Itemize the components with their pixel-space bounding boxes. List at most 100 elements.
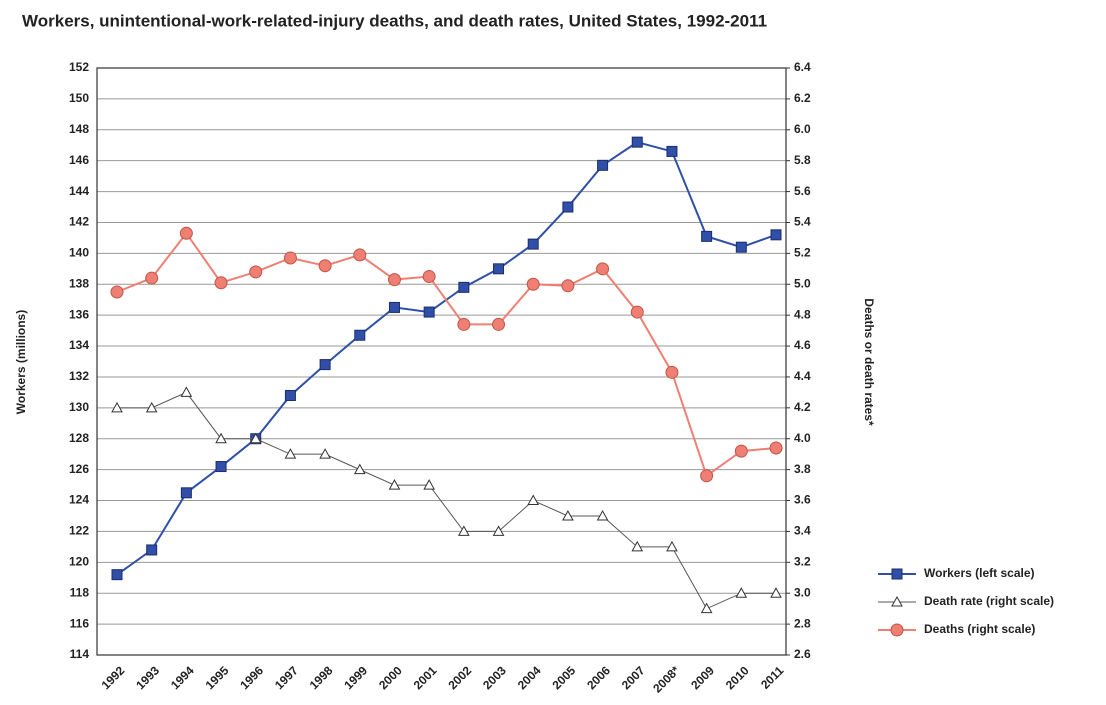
x-tick-label: 2010 [723, 663, 752, 692]
x-tick-label: 2005 [549, 663, 578, 692]
legend-label: Death rate (right scale) [924, 594, 1054, 608]
point [249, 265, 263, 279]
point [700, 469, 714, 483]
point [562, 201, 574, 213]
y-tick-label: 150 [69, 91, 89, 105]
y2-tick-label: 5.8 [794, 153, 811, 167]
legend-marker [891, 568, 903, 580]
point [666, 540, 678, 552]
legend-marker [890, 623, 904, 637]
point [596, 509, 609, 521]
point [423, 479, 436, 490]
x-tick-label: 2003 [480, 663, 509, 692]
y-tick-label: 134 [69, 338, 89, 352]
point [214, 276, 228, 290]
chart-title: Workers, unintentional-work-related-inju… [22, 11, 767, 30]
point [387, 273, 401, 287]
point [318, 259, 332, 273]
y-axis-title: Workers (millions) [14, 310, 28, 414]
plot-frame [96, 67, 787, 656]
x-tick-label: 1997 [272, 663, 301, 692]
point [770, 229, 782, 241]
y-tick-label: 120 [69, 554, 89, 568]
point [111, 401, 123, 413]
x-tick-label: 2001 [411, 663, 440, 692]
point [734, 444, 748, 458]
y-tick-label: 126 [69, 462, 89, 476]
y-tick-label: 148 [69, 122, 89, 136]
y-tick-label: 116 [70, 616, 90, 630]
y-tick-label: 144 [69, 184, 89, 198]
point [492, 525, 505, 536]
point [561, 279, 575, 293]
point [700, 602, 713, 614]
y2-tick-label: 3.4 [794, 524, 811, 538]
y2-tick-label: 3.2 [794, 554, 811, 568]
point [493, 263, 505, 275]
point [319, 359, 331, 371]
series-line [116, 231, 777, 478]
point [388, 479, 401, 490]
x-tick-label: 2000 [376, 663, 405, 692]
x-tick-label: 1999 [341, 663, 370, 692]
point [562, 509, 574, 521]
point [284, 448, 297, 459]
point [422, 270, 436, 284]
point [630, 305, 644, 319]
point [283, 251, 297, 265]
y2-tick-label: 5.0 [794, 276, 811, 290]
point [735, 241, 747, 253]
legend-label: Deaths (right scale) [924, 622, 1035, 636]
series-line [116, 141, 777, 576]
x-tick-label: 2002 [445, 663, 474, 692]
point [353, 248, 367, 262]
y-tick-label: 130 [69, 400, 89, 414]
point [770, 587, 782, 598]
y2-tick-label: 6.4 [794, 60, 811, 74]
point [180, 386, 193, 397]
point [458, 281, 470, 293]
x-tick-label: 1995 [203, 663, 232, 692]
point [145, 401, 158, 413]
point [735, 587, 748, 598]
point [596, 262, 610, 276]
x-tick-label: 2011 [758, 663, 787, 692]
x-tick-label: 1992 [99, 663, 128, 692]
y-tick-label: 138 [69, 276, 89, 290]
y2-tick-label: 2.6 [794, 647, 811, 661]
point [631, 136, 643, 148]
legend-label: Workers (left scale) [924, 566, 1035, 580]
y2-tick-label: 5.6 [794, 184, 811, 198]
point [665, 365, 679, 379]
point [631, 540, 644, 552]
point [457, 525, 470, 536]
point [111, 569, 123, 581]
point [701, 230, 713, 242]
y2-tick-label: 4.2 [794, 400, 811, 414]
y-tick-label: 146 [69, 153, 89, 167]
y-tick-label: 128 [69, 431, 89, 445]
y2-tick-label: 3.8 [794, 462, 811, 476]
y-tick-label: 136 [69, 307, 89, 321]
x-tick-label: 1993 [133, 663, 162, 692]
y2-axis-title: Deaths or death rates* [862, 298, 876, 426]
point [179, 226, 193, 240]
y2-tick-label: 6.2 [794, 91, 811, 105]
y2-tick-label: 3.0 [794, 585, 811, 599]
y-tick-label: 124 [69, 493, 89, 507]
point [145, 271, 159, 285]
y-tick-label: 122 [69, 524, 89, 538]
point [319, 448, 331, 459]
y2-tick-label: 5.4 [794, 215, 811, 229]
y-tick-label: 132 [69, 369, 89, 383]
y2-tick-label: 4.6 [794, 338, 811, 352]
y-tick-label: 142 [69, 215, 89, 229]
point [110, 285, 124, 299]
x-tick-label: 1996 [237, 663, 266, 692]
y-tick-label: 140 [69, 246, 89, 260]
point [769, 441, 783, 455]
y2-tick-label: 4.8 [794, 307, 811, 321]
x-tick-label: 1998 [307, 663, 336, 692]
x-tick-label: 2008* [650, 663, 682, 695]
